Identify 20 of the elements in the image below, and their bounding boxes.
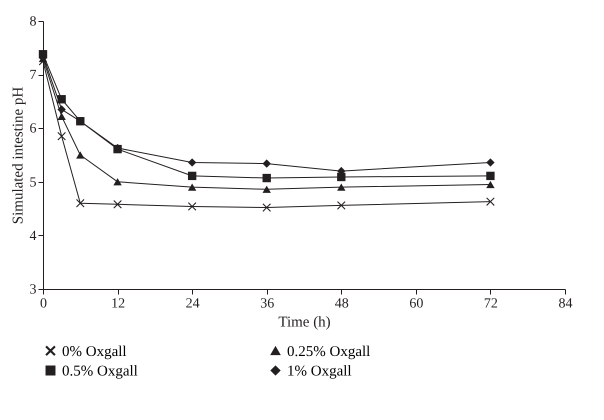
y-tick-label: 8 (30, 14, 36, 30)
y-axis-title: Simulated intestine pH (10, 86, 26, 224)
legend-label: 0.5% Oxgall (62, 364, 138, 380)
x-axis-title: Time (h) (278, 314, 331, 330)
x-tick-label: 24 (186, 296, 200, 312)
x-tick-label: 0 (40, 296, 47, 312)
legend-label: 0.25% Oxgall (287, 344, 370, 360)
x-tick-label: 12 (111, 296, 126, 312)
y-tick-label: 6 (30, 122, 36, 137)
x-tick-label: 36 (260, 296, 274, 312)
legend-label: 0% Oxgall (62, 344, 127, 360)
y-tick-label: 4 (30, 228, 36, 244)
x-tick-label: 60 (409, 296, 424, 312)
y-tick-label: 3 (30, 282, 36, 298)
legend-label: 1% Oxgall (287, 364, 352, 380)
y-tick-label: 7 (30, 68, 36, 84)
y-tick-label: 5 (30, 175, 36, 190)
x-tick-label: 84 (558, 296, 572, 312)
x-tick-label: 48 (334, 296, 349, 312)
x-tick-label: 72 (484, 296, 498, 312)
